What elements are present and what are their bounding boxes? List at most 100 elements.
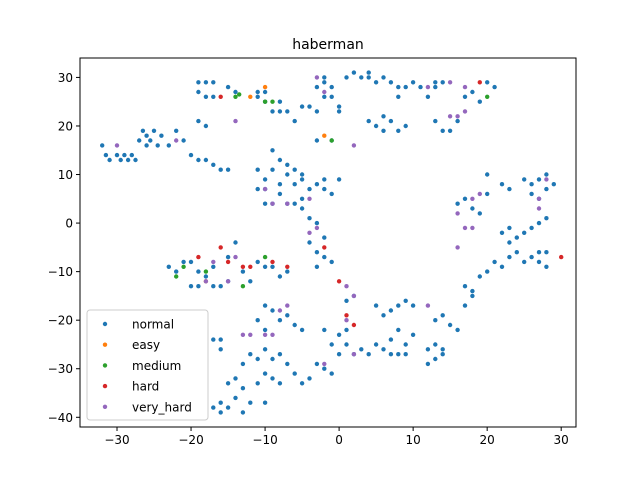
point-normal bbox=[366, 118, 371, 124]
point-normal bbox=[455, 327, 460, 333]
chart-title: haberman bbox=[292, 37, 364, 53]
point-normal bbox=[522, 177, 527, 182]
point-very_hard bbox=[455, 245, 460, 250]
point-normal bbox=[277, 352, 283, 357]
point-normal bbox=[455, 118, 460, 124]
point-normal bbox=[314, 84, 320, 90]
point-medium bbox=[237, 92, 242, 97]
point-normal bbox=[262, 327, 268, 333]
point-medium bbox=[203, 269, 209, 274]
point-normal bbox=[381, 313, 386, 318]
point-normal bbox=[425, 94, 431, 100]
point-normal bbox=[218, 410, 223, 415]
point-normal bbox=[270, 308, 275, 313]
point-normal bbox=[410, 80, 416, 85]
point-normal bbox=[470, 288, 475, 294]
point-normal bbox=[314, 182, 320, 187]
point-normal bbox=[299, 206, 305, 211]
point-normal bbox=[181, 138, 186, 143]
point-very_hard bbox=[344, 318, 349, 323]
point-normal bbox=[507, 186, 512, 192]
point-very_hard bbox=[455, 211, 460, 216]
point-normal bbox=[322, 254, 327, 260]
point-normal bbox=[292, 371, 297, 376]
plot-frame bbox=[79, 57, 577, 428]
point-normal bbox=[240, 386, 246, 391]
point-normal bbox=[322, 366, 327, 371]
point-normal bbox=[262, 89, 268, 95]
point-normal bbox=[336, 332, 342, 337]
point-medium bbox=[262, 254, 268, 260]
point-normal bbox=[174, 128, 179, 133]
point-normal bbox=[366, 352, 371, 357]
point-normal bbox=[329, 94, 334, 100]
point-normal bbox=[344, 327, 349, 333]
point-very_hard bbox=[455, 114, 460, 119]
point-normal bbox=[322, 94, 327, 100]
point-normal bbox=[277, 157, 283, 163]
point-normal bbox=[440, 352, 445, 357]
point-normal bbox=[499, 182, 505, 187]
point-normal bbox=[196, 269, 201, 274]
point-normal bbox=[322, 327, 327, 333]
point-normal bbox=[233, 89, 238, 95]
point-normal bbox=[359, 75, 364, 80]
point-normal bbox=[314, 138, 320, 143]
point-normal bbox=[440, 128, 445, 133]
point-normal bbox=[262, 264, 268, 269]
point-normal bbox=[536, 250, 542, 255]
point-normal bbox=[522, 230, 527, 235]
point-very_hard bbox=[277, 308, 283, 313]
point-normal bbox=[536, 220, 542, 226]
point-normal bbox=[529, 191, 534, 197]
point-very_hard bbox=[225, 279, 231, 284]
point-normal bbox=[307, 240, 312, 245]
point-normal bbox=[440, 80, 445, 85]
legend-label-medium: medium bbox=[132, 359, 181, 373]
point-normal bbox=[277, 381, 283, 386]
y-axis: 30 20 10 0 −10 −20 −30 −40 bbox=[48, 71, 80, 425]
point-normal bbox=[203, 274, 209, 279]
series-easy bbox=[203, 84, 327, 284]
point-normal bbox=[307, 216, 312, 221]
point-medium bbox=[233, 94, 238, 100]
point-very_hard bbox=[285, 201, 290, 206]
point-normal bbox=[322, 235, 327, 240]
point-normal bbox=[277, 182, 283, 187]
point-normal bbox=[499, 230, 505, 235]
point-normal bbox=[381, 75, 386, 80]
point-normal bbox=[344, 342, 349, 347]
point-normal bbox=[255, 381, 260, 386]
point-normal bbox=[285, 172, 290, 177]
point-normal bbox=[373, 303, 379, 308]
point-very_hard bbox=[307, 196, 312, 201]
point-normal bbox=[285, 269, 290, 274]
point-hard bbox=[322, 245, 327, 250]
point-normal bbox=[477, 211, 482, 216]
point-hard bbox=[351, 322, 357, 328]
point-medium bbox=[262, 99, 268, 104]
point-normal bbox=[270, 356, 275, 362]
point-normal bbox=[314, 250, 320, 255]
point-normal bbox=[144, 143, 149, 148]
point-very_hard bbox=[462, 109, 468, 114]
x-tick-label: 0 bbox=[335, 433, 343, 447]
point-normal bbox=[203, 94, 209, 100]
point-normal bbox=[277, 99, 283, 104]
point-normal bbox=[299, 104, 305, 109]
point-normal bbox=[292, 167, 297, 172]
x-axis: −30 −20 −10 0 10 20 30 bbox=[104, 427, 569, 447]
point-normal bbox=[174, 269, 179, 274]
x-tick-label: 20 bbox=[480, 433, 495, 447]
point-normal bbox=[240, 410, 246, 415]
point-easy bbox=[322, 133, 327, 138]
point-normal bbox=[462, 94, 468, 100]
point-normal bbox=[233, 240, 238, 245]
point-very_hard bbox=[470, 225, 475, 231]
point-normal bbox=[203, 157, 209, 163]
point-normal bbox=[188, 284, 194, 289]
point-normal bbox=[536, 259, 542, 265]
point-normal bbox=[100, 143, 105, 148]
point-normal bbox=[292, 322, 297, 328]
point-normal bbox=[425, 361, 431, 367]
